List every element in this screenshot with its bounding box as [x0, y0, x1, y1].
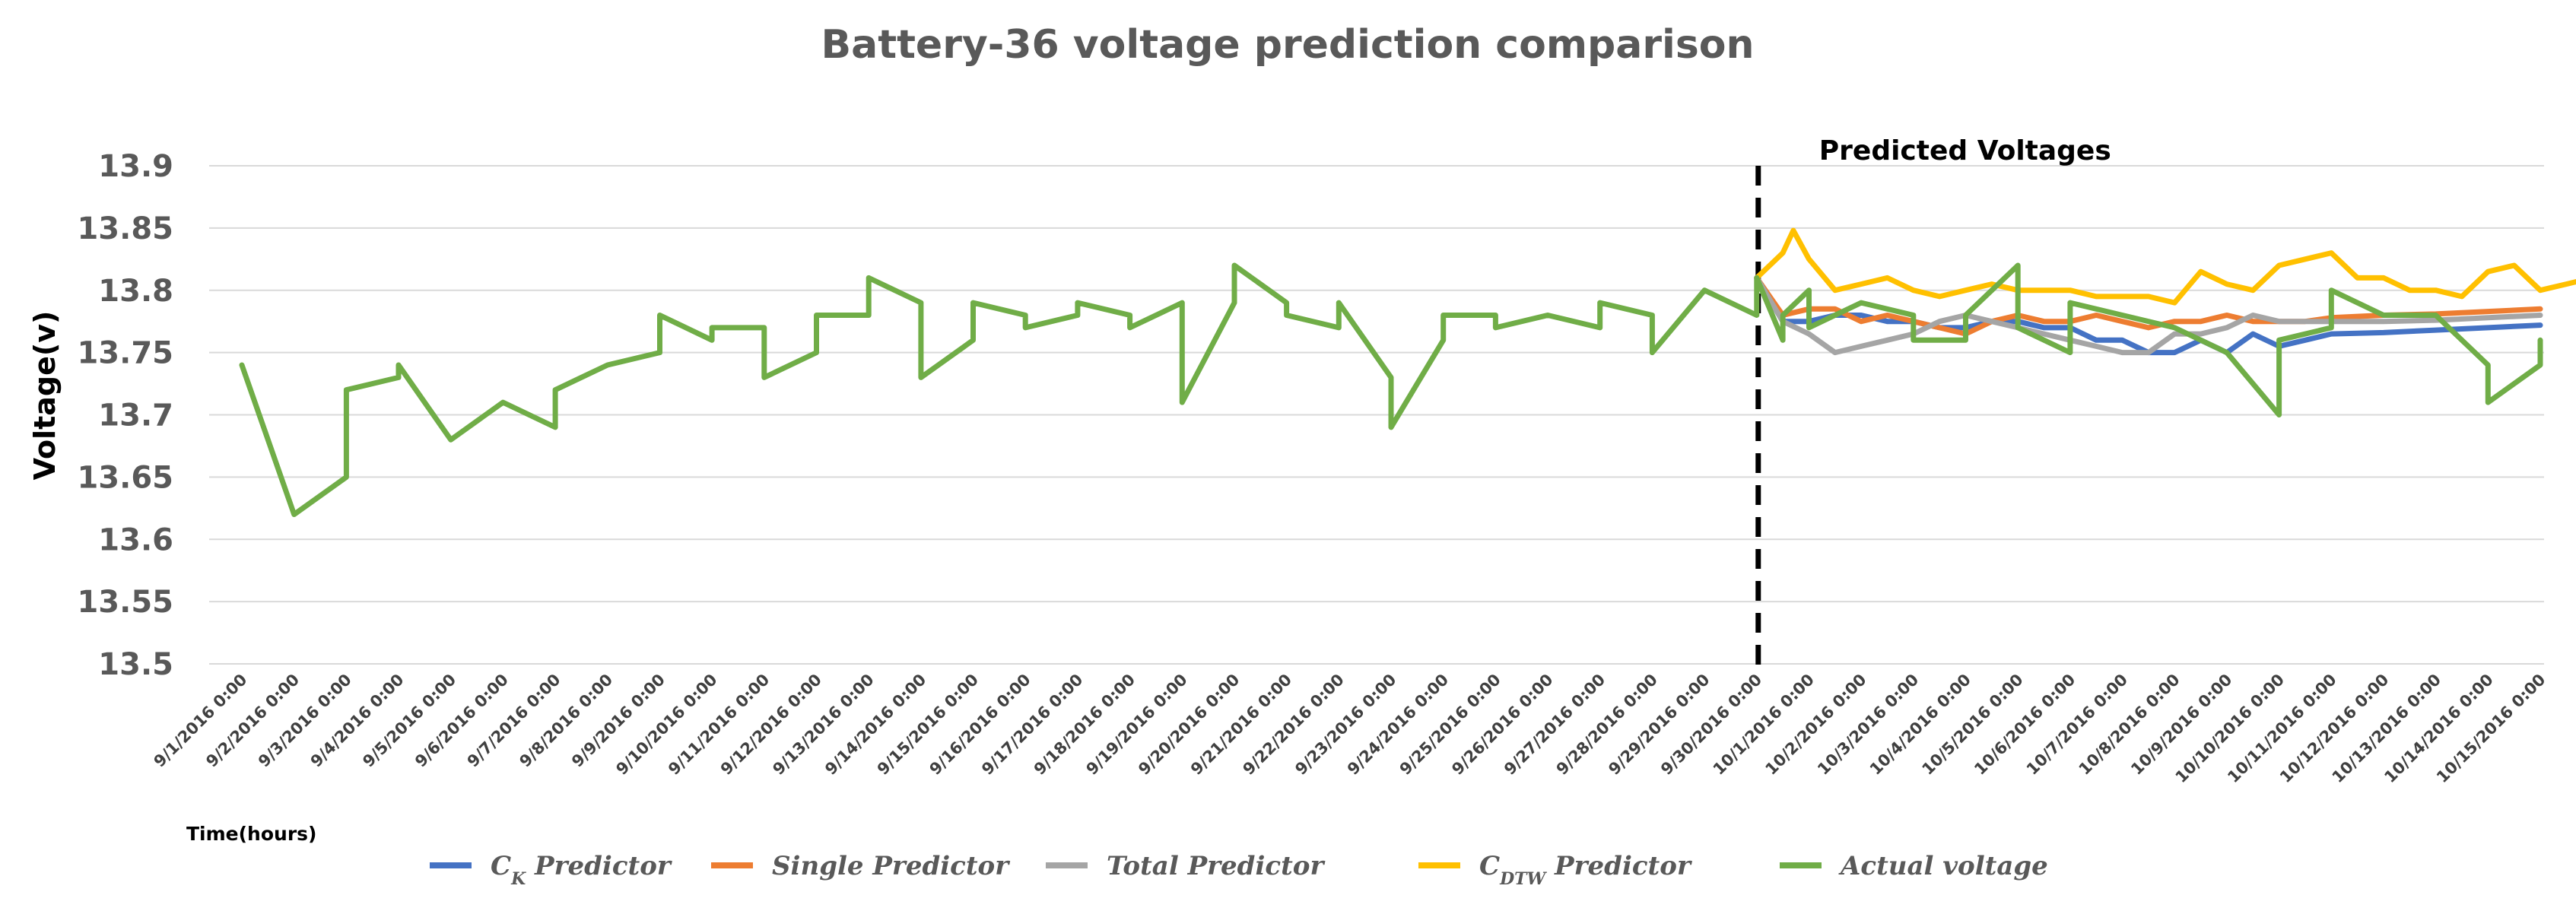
x-tick-label: 9/26/2016 0:00 [1448, 671, 1556, 779]
x-tick-label: 9/18/2016 0:00 [1031, 671, 1139, 779]
x-tick-label: 9/10/2016 0:00 [612, 671, 720, 779]
x-tick-label: 9/28/2016 0:00 [1553, 671, 1661, 779]
legend-label: CK Predictor [491, 851, 672, 889]
x-tick-label: 9/15/2016 0:00 [874, 671, 982, 779]
x-tick-label: 9/13/2016 0:00 [769, 671, 877, 779]
x-tick-label: 9/19/2016 0:00 [1083, 671, 1191, 779]
x-tick-label: 10/1/2016 0:00 [1710, 671, 1818, 779]
y-tick-label: 13.8 [98, 274, 173, 309]
x-tick-label: 10/8/2016 0:00 [2076, 671, 2184, 779]
legend-label: Single Predictor [772, 851, 1010, 881]
x-tick-label: 9/12/2016 0:00 [717, 671, 825, 779]
x-tick-label: 9/16/2016 0:00 [926, 671, 1034, 779]
series-lines [239, 227, 2576, 517]
x-tick-label: 10/4/2016 0:00 [1866, 671, 1974, 779]
x-tick-label: 9/17/2016 0:00 [978, 671, 1086, 779]
x-tick-label: 9/22/2016 0:00 [1240, 671, 1348, 779]
x-tick-label: 9/14/2016 0:00 [821, 671, 929, 779]
x-tick-label: 9/1/2016 0:00 [151, 671, 251, 771]
y-tick-label: 13.7 [98, 398, 173, 433]
x-tick-label: 9/11/2016 0:00 [665, 671, 773, 779]
y-tick-label: 13.65 [77, 460, 173, 495]
legend-label: Total Predictor [1107, 851, 1325, 881]
x-tick-label: 10/9/2016 0:00 [2127, 671, 2235, 779]
legend-label: CDTW Predictor [1479, 851, 1692, 889]
x-tick-label: 10/2/2016 0:00 [1761, 671, 1869, 779]
y-axis-label: Voltage(v) [28, 311, 62, 481]
y-tick-label: 13.6 [98, 522, 173, 557]
chart-title: Battery-36 voltage prediction comparison [821, 22, 1754, 68]
x-tick-label: 9/21/2016 0:00 [1187, 671, 1295, 779]
x-tick-label: 10/5/2016 0:00 [1918, 671, 2026, 779]
y-tick-label: 13.75 [77, 336, 173, 371]
x-tick-label: 9/30/2016 0:00 [1657, 671, 1765, 779]
x-tick-label: 9/9/2016 0:00 [568, 671, 669, 771]
x-tick-label: 9/24/2016 0:00 [1344, 671, 1452, 779]
x-axis-ticks: 9/1/2016 0:009/2/2016 0:009/3/2016 0:009… [151, 671, 2549, 787]
series-line-c-dtw-predictor [1754, 227, 2576, 306]
series-line-total-predictor [1754, 275, 2543, 356]
x-tick-label: 9/7/2016 0:00 [464, 671, 564, 771]
x-tick-label: 9/29/2016 0:00 [1605, 671, 1713, 779]
x-tick-label: 9/6/2016 0:00 [411, 671, 512, 771]
y-tick-label: 13.5 [98, 647, 173, 682]
x-tick-label: 9/20/2016 0:00 [1135, 671, 1243, 779]
y-tick-label: 13.55 [77, 585, 173, 620]
x-tick-label: 9/27/2016 0:00 [1501, 671, 1609, 779]
series-line-actual-voltage [239, 262, 2543, 517]
x-tick-label: 9/23/2016 0:00 [1291, 671, 1399, 779]
predicted-voltages-annotation: Predicted Voltages [1819, 135, 2111, 167]
x-tick-label: 9/25/2016 0:00 [1396, 671, 1504, 779]
x-tick-label: 9/8/2016 0:00 [516, 671, 616, 771]
x-tick-label: 10/7/2016 0:00 [2023, 671, 2131, 779]
x-axis-label: Time(hours) [186, 823, 316, 845]
x-tick-label: 9/2/2016 0:00 [202, 671, 303, 771]
legend-label: Actual voltage [1838, 851, 2048, 881]
y-axis-ticks: 13.5 13.55 13.6 13.65 13.7 13.75 13.8 13.85 13.9 [77, 149, 173, 682]
x-tick-label: 9/3/2016 0:00 [255, 671, 355, 771]
x-tick-label: 10/6/2016 0:00 [1971, 671, 2079, 779]
x-tick-label: 9/4/2016 0:00 [307, 671, 408, 771]
gridlines [209, 165, 2544, 665]
y-tick-label: 13.85 [77, 211, 173, 246]
x-tick-label: 10/3/2016 0:00 [1814, 671, 1922, 779]
y-tick-label: 13.9 [98, 149, 173, 184]
legend: CK Predictor Single Predictor Total Predic… [430, 851, 2048, 889]
x-tick-label: 9/5/2016 0:00 [359, 671, 459, 771]
